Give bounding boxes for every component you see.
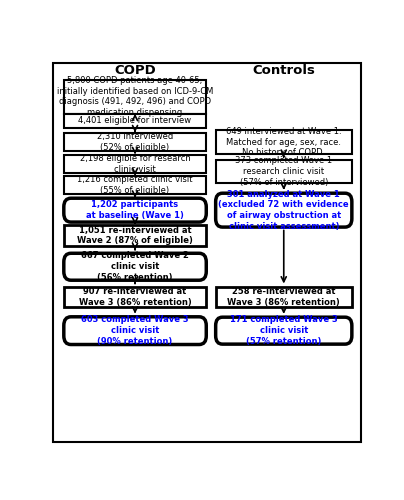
FancyBboxPatch shape bbox=[64, 254, 206, 280]
Text: 907 re-interviewed at
Wave 3 (86% retention): 907 re-interviewed at Wave 3 (86% retent… bbox=[79, 287, 191, 306]
Text: 1,202 participants
at baseline (Wave 1): 1,202 participants at baseline (Wave 1) bbox=[86, 200, 184, 220]
FancyBboxPatch shape bbox=[216, 160, 352, 183]
Text: 2,310 interviewed
(52% of eligible): 2,310 interviewed (52% of eligible) bbox=[97, 132, 173, 152]
FancyBboxPatch shape bbox=[64, 176, 206, 194]
Text: 301 analyzed at Wave 1
(excluded 72 with evidence
of airway obstruction at
clini: 301 analyzed at Wave 1 (excluded 72 with… bbox=[219, 190, 349, 231]
FancyBboxPatch shape bbox=[216, 287, 352, 307]
Text: Controls: Controls bbox=[252, 64, 315, 78]
Text: COPD: COPD bbox=[114, 64, 156, 78]
FancyBboxPatch shape bbox=[64, 114, 206, 128]
Text: 5,800 COPD patients age 40-65,
initially identified based on ICD-9-CM
diagnosis : 5,800 COPD patients age 40-65, initially… bbox=[57, 76, 213, 117]
Text: 1,051 re-interviewed at
Wave 2 (87% of eligible): 1,051 re-interviewed at Wave 2 (87% of e… bbox=[77, 226, 193, 246]
Text: 1,216 completed clinic visit
(55% of eligible): 1,216 completed clinic visit (55% of eli… bbox=[77, 175, 193, 195]
FancyBboxPatch shape bbox=[64, 133, 206, 151]
Text: 373 completed Wave 1
research clinic visit
(57% of interviewed): 373 completed Wave 1 research clinic vis… bbox=[235, 156, 332, 187]
FancyBboxPatch shape bbox=[64, 317, 206, 344]
FancyBboxPatch shape bbox=[64, 80, 206, 114]
FancyBboxPatch shape bbox=[64, 287, 206, 307]
FancyBboxPatch shape bbox=[216, 317, 352, 344]
Text: 4,401 eligible for interview: 4,401 eligible for interview bbox=[78, 116, 191, 126]
Text: 171 completed Wave 3
clinic visit
(57% retention): 171 completed Wave 3 clinic visit (57% r… bbox=[230, 316, 338, 346]
FancyBboxPatch shape bbox=[64, 154, 206, 173]
FancyBboxPatch shape bbox=[216, 193, 352, 227]
Text: 2,198 eligible for research
clinic visit: 2,198 eligible for research clinic visit bbox=[80, 154, 190, 174]
FancyBboxPatch shape bbox=[64, 198, 206, 222]
FancyBboxPatch shape bbox=[216, 130, 352, 154]
Text: 667 completed Wave 2
clinic visit
(56% retention): 667 completed Wave 2 clinic visit (56% r… bbox=[81, 252, 189, 282]
Text: 603 completed Wave 3
clinic visit
(90% retention): 603 completed Wave 3 clinic visit (90% r… bbox=[81, 316, 189, 346]
Text: 649 interviewed at Wave 1.
Matched for age, sex, race.
No history of COPD.: 649 interviewed at Wave 1. Matched for a… bbox=[226, 127, 341, 158]
Text: 258 re-interviewed at
Wave 3 (86% retention): 258 re-interviewed at Wave 3 (86% retent… bbox=[227, 287, 340, 306]
FancyBboxPatch shape bbox=[64, 225, 206, 246]
FancyBboxPatch shape bbox=[53, 63, 361, 442]
